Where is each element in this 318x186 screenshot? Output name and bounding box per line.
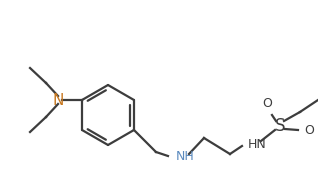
Text: O: O <box>262 97 272 110</box>
Text: O: O <box>304 124 314 137</box>
Text: NH: NH <box>176 150 195 163</box>
Text: HN: HN <box>248 137 267 150</box>
Text: N: N <box>52 92 64 108</box>
Text: S: S <box>275 117 285 135</box>
